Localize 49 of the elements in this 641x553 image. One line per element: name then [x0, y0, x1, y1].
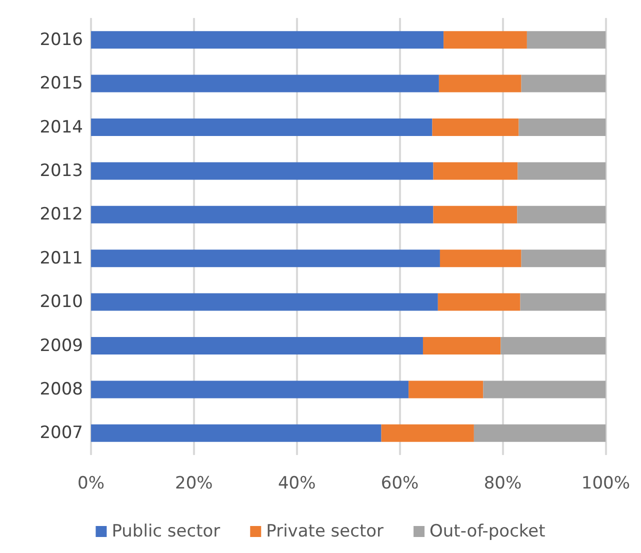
bar [438, 74, 522, 92]
x-tick-label: 80% [484, 474, 522, 494]
bar [91, 250, 440, 268]
y-tick-label: 2009 [40, 336, 83, 356]
x-tick-label: 100% [581, 474, 630, 494]
bar [408, 380, 484, 398]
y-tick-label: 2011 [40, 248, 83, 268]
bar [91, 162, 434, 180]
bar [518, 118, 606, 136]
bar [91, 74, 439, 92]
y-tick-label: 2008 [40, 379, 83, 400]
y-tick-label: 2014 [40, 117, 83, 138]
legend-label: Private sector [266, 522, 384, 542]
bar [91, 31, 444, 49]
bar [517, 206, 606, 224]
bar [518, 162, 606, 180]
bar [474, 424, 606, 442]
bar [91, 337, 423, 354]
bar [500, 337, 606, 354]
bar [440, 250, 522, 268]
y-tick-label: 2016 [40, 30, 83, 50]
bar [521, 250, 606, 268]
x-tick-label: 40% [278, 474, 316, 494]
bar [483, 380, 606, 398]
bar [520, 293, 606, 311]
bar [521, 74, 606, 92]
bar [432, 118, 519, 136]
bar [526, 31, 606, 49]
bar [433, 206, 518, 224]
y-tick-label: 2015 [40, 74, 83, 94]
bar [422, 337, 501, 354]
bar [433, 162, 518, 180]
x-tick-label: 60% [380, 474, 419, 494]
y-tick-label: 2010 [40, 292, 83, 312]
bar [438, 293, 520, 311]
bar [91, 380, 409, 398]
bar [91, 206, 434, 224]
legend-label: Out-of-pocket [430, 522, 546, 542]
x-tick-label: 20% [175, 474, 213, 494]
bar [381, 424, 474, 442]
legend-label: Public sector [112, 522, 220, 542]
y-tick-label: 2012 [40, 204, 83, 225]
x-tick-label: 0% [78, 474, 104, 494]
bar [91, 293, 438, 311]
y-tick-label: 2013 [40, 160, 83, 181]
bar [91, 424, 382, 442]
y-tick-label: 2007 [40, 423, 83, 444]
bar [91, 118, 432, 136]
bar [444, 31, 527, 49]
